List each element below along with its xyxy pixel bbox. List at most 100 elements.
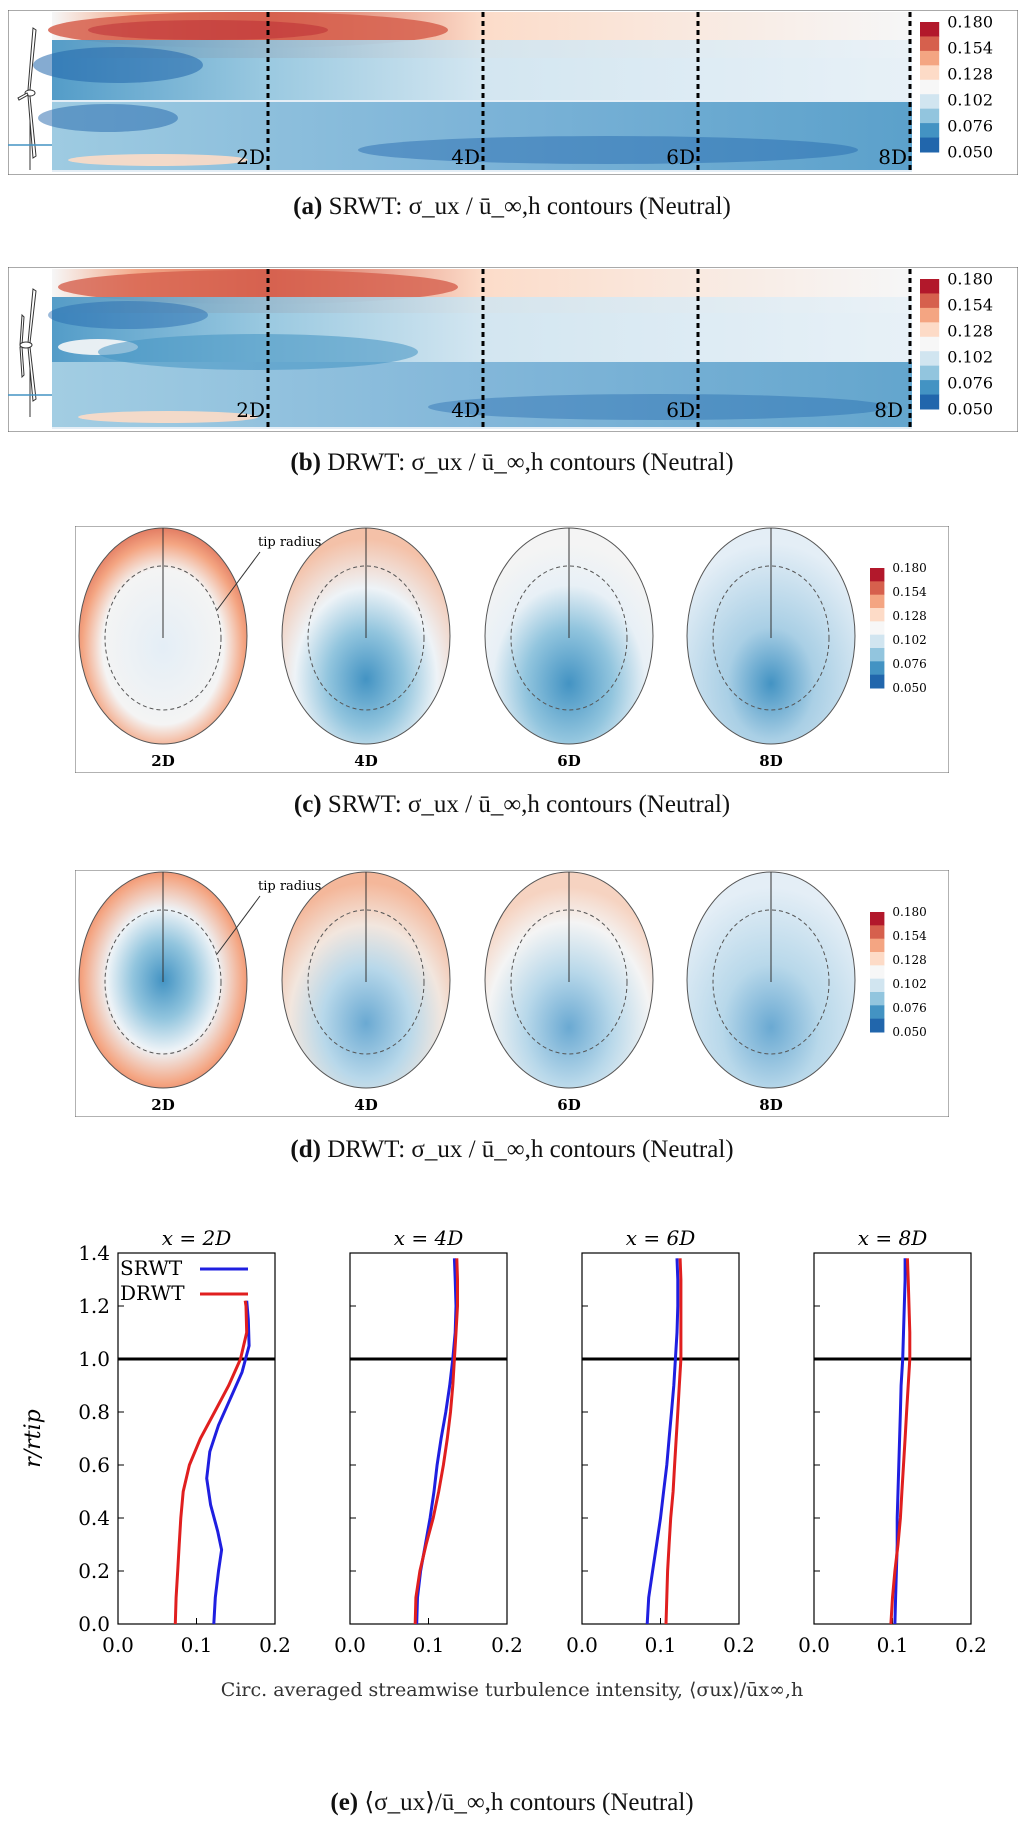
series-line-drwt bbox=[664, 1258, 683, 1625]
x-tick-label: 0.1 bbox=[877, 1633, 909, 1657]
colorbar-tick-label: 0.128 bbox=[892, 609, 926, 623]
y-tick-label: 1.0 bbox=[78, 1347, 110, 1371]
x-tick-label: 0.0 bbox=[566, 1633, 598, 1657]
x-tick-label: 0.0 bbox=[334, 1633, 366, 1657]
colorbar-swatch bbox=[870, 1005, 885, 1020]
caption-b: (b) DRWT: σ_ux / ū_∞,h contours (Neutral… bbox=[0, 449, 1024, 477]
colorbar-swatch bbox=[920, 94, 940, 110]
colorbar-tick-label: 0.128 bbox=[892, 953, 926, 967]
colorbar-swatch bbox=[920, 36, 940, 52]
caption-e: (e) ⟨σ_ux⟩/ū_∞,h contours (Neutral) bbox=[0, 1787, 1024, 1817]
caption-e-text: ⟨σ_ux⟩/ū_∞,h contours (Neutral) bbox=[364, 1789, 694, 1816]
x-tick-label: 0.1 bbox=[181, 1633, 213, 1657]
colorbar-tick-label: 0.128 bbox=[947, 65, 993, 84]
series-line-drwt bbox=[413, 1258, 459, 1625]
colorbar-swatch bbox=[920, 137, 940, 153]
colorbar-swatch bbox=[920, 123, 940, 139]
section-label-8d: 8D bbox=[759, 752, 782, 770]
x-tick-label: 0.0 bbox=[798, 1633, 830, 1657]
cross-section-6d bbox=[484, 527, 654, 745]
tip-radius-annotation: tip radius bbox=[258, 879, 321, 894]
cross-section-6d bbox=[484, 871, 654, 1089]
colorbar-swatch bbox=[870, 608, 885, 622]
section-label-2d: 2D bbox=[151, 752, 174, 770]
colorbar-swatch bbox=[870, 648, 885, 662]
legend-label: SRWT bbox=[120, 1256, 183, 1280]
distance-label-6d: 6D bbox=[666, 145, 695, 169]
tip-radius-annotation: tip radius bbox=[258, 535, 321, 550]
caption-c: (c) SRWT: σ_ux / ū_∞,h contours (Neutral… bbox=[0, 791, 1024, 819]
y-tick-label: 0.4 bbox=[78, 1506, 110, 1530]
colorbar-swatch bbox=[870, 621, 885, 636]
colorbar-tick-label: 0.180 bbox=[892, 561, 926, 575]
y-tick-label: 0.6 bbox=[78, 1453, 110, 1477]
colorbar-swatch bbox=[870, 1018, 885, 1033]
colorbar-swatch bbox=[870, 634, 885, 649]
x-tick-label: 0.2 bbox=[259, 1633, 291, 1657]
colorbar-swatch bbox=[870, 978, 885, 993]
colorbar-tick-label: 0.154 bbox=[892, 929, 927, 943]
x-tick-label: 0.2 bbox=[723, 1633, 755, 1657]
colorbar-tick-label: 0.102 bbox=[892, 633, 926, 647]
x-axis-label: Circ. averaged streamwise turbulence int… bbox=[221, 1679, 803, 1701]
colorbar-swatch bbox=[870, 992, 885, 1006]
series-line-drwt bbox=[889, 1258, 912, 1625]
plot-frame bbox=[349, 1252, 508, 1625]
colorbar-swatch bbox=[870, 925, 885, 940]
colorbar: 0.180 0.154 0.128 0.102 0.076 0.050 bbox=[920, 13, 993, 162]
y-tick-label: 1.2 bbox=[78, 1294, 110, 1318]
cross-section-4d bbox=[281, 527, 451, 745]
x-tick-label: 0.1 bbox=[645, 1633, 677, 1657]
colorbar-swatch bbox=[920, 365, 940, 381]
section-label-6d: 6D bbox=[557, 752, 580, 770]
colorbar-swatch bbox=[870, 952, 885, 966]
colorbar-swatch bbox=[920, 108, 940, 124]
colorbar-tick-label: 0.076 bbox=[892, 1001, 926, 1015]
colorbar-swatch bbox=[920, 293, 940, 309]
y-axis-label: r/rtip bbox=[21, 1409, 46, 1467]
panel-e-profile-chart: x = 2D0.0 0.1 0.20.00.20.40.60.81.01.21.4x… bbox=[21, 1226, 987, 1701]
colorbar-swatch bbox=[920, 351, 940, 367]
colorbar-tick-label: 0.154 bbox=[892, 585, 927, 599]
colorbar: 0.180 0.154 0.128 0.102 0.076 0.050 bbox=[870, 561, 927, 695]
subplot-title: x = 2D bbox=[162, 1226, 232, 1250]
colorbar-swatch bbox=[920, 322, 940, 338]
x-tick-label: 0.2 bbox=[955, 1633, 987, 1657]
turbine-icon bbox=[19, 288, 37, 417]
cross-section-4d bbox=[281, 871, 451, 1089]
cross-section-8d bbox=[686, 871, 856, 1089]
y-tick-label: 1.4 bbox=[78, 1241, 110, 1265]
y-tick-label: 0.8 bbox=[78, 1400, 110, 1424]
panel-c-cross-sections: tip radius 2D 4D 6D 8D 0.180 0.154 0.128 0.… bbox=[75, 526, 949, 773]
colorbar-swatch bbox=[870, 938, 885, 953]
subplot-4: x = 8D 0.0 0.1 0.2 bbox=[798, 1226, 987, 1657]
caption-e-letter: (e) bbox=[330, 1789, 359, 1816]
section-label-4d: 4D bbox=[354, 752, 377, 770]
section-label-4d: 4D bbox=[354, 1096, 377, 1114]
colorbar-swatch bbox=[870, 965, 885, 980]
series-line-srwt bbox=[645, 1258, 680, 1625]
caption-c-text: SRWT: σ_ux / ū_∞,h contours (Neutral) bbox=[327, 791, 731, 818]
colorbar-tick-label: 0.050 bbox=[947, 400, 993, 419]
colorbar-tick-label: 0.180 bbox=[947, 270, 993, 289]
colorbar: 0.180 0.154 0.128 0.102 0.076 0.050 bbox=[870, 905, 927, 1039]
colorbar-swatch bbox=[920, 380, 940, 396]
section-label-2d: 2D bbox=[151, 1096, 174, 1114]
colorbar-tick-label: 0.076 bbox=[947, 374, 993, 393]
colorbar-swatch bbox=[920, 65, 940, 81]
distance-label-8d: 8D bbox=[878, 145, 907, 169]
colorbar-swatch bbox=[920, 279, 940, 294]
x-tick-label: 0.0 bbox=[102, 1633, 134, 1657]
distance-label-2d: 2D bbox=[236, 145, 265, 169]
colorbar-swatch bbox=[920, 22, 940, 37]
section-label-8d: 8D bbox=[759, 1096, 782, 1114]
colorbar-swatch bbox=[870, 594, 885, 609]
turbine-icon bbox=[17, 27, 37, 170]
colorbar-swatch bbox=[870, 674, 885, 689]
distance-label-4d: 4D bbox=[451, 398, 480, 422]
plot-frame bbox=[813, 1252, 972, 1625]
colorbar-tick-label: 0.180 bbox=[947, 13, 993, 32]
x-tick-label: 0.1 bbox=[413, 1633, 445, 1657]
section-label-6d: 6D bbox=[557, 1096, 580, 1114]
